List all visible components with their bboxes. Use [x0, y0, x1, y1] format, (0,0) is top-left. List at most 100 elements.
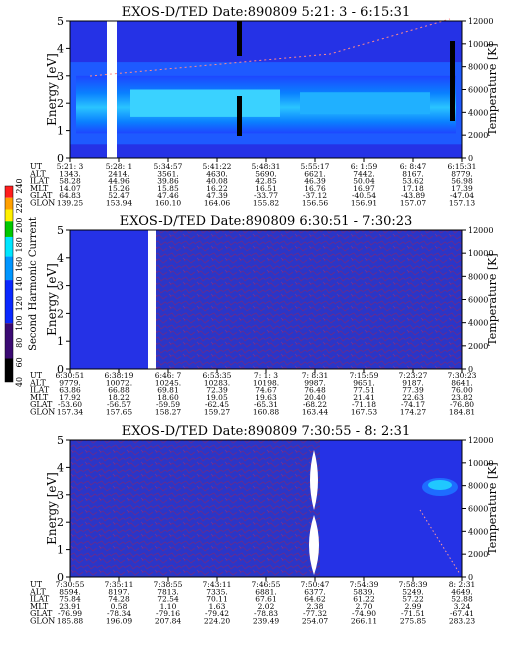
ephemeris-cell: 10198. — [253, 378, 279, 387]
band-core — [130, 89, 280, 117]
ephemeris-cell: -33.77 — [254, 191, 278, 200]
ephemeris-cell: 7:23:27 — [399, 371, 428, 380]
ephemeris-cell: 224.20 — [204, 617, 230, 626]
ephemeris-cell: 185.88 — [57, 617, 83, 626]
energy-tick-label: 5 — [57, 434, 64, 447]
temperature-trace — [419, 509, 461, 575]
colorbar: 40 60 80 100 120 140 160 180 200 220 240 Second Har… — [4, 178, 39, 387]
energy-tick-label: 2 — [57, 307, 64, 320]
ephemeris-cell: 6: 8:47 — [400, 162, 427, 171]
energy-tick-label: 3 — [57, 280, 64, 293]
ephemeris-cell: -76.99 — [58, 609, 82, 618]
temperature-tick-label: 2000 — [468, 550, 488, 559]
data-gap — [107, 21, 117, 158]
ephemeris-cell: 8167. — [402, 169, 423, 178]
energy-tick-label: 1 — [57, 125, 64, 138]
colorbar-segment — [5, 280, 13, 324]
row-label: ALT — [29, 378, 46, 387]
ephemeris-cell: 160.10 — [155, 199, 181, 208]
ephemeris-cell: 64.62 — [304, 595, 326, 604]
temperature-axis-label: Temperature [K] — [486, 253, 499, 345]
panel-title: EXOS-D/TED Date:890809 7:30:55 - 8: 2:31 — [122, 424, 410, 439]
gap-arc-lower — [309, 515, 319, 575]
temperature-tick-label: 4000 — [468, 319, 488, 328]
ephemeris-cell: 66.88 — [108, 386, 130, 395]
ephemeris-cell: 75.84 — [59, 595, 81, 604]
colorbar-segment — [5, 197, 13, 210]
row-label: MLT — [30, 184, 49, 193]
temperature-tick-label: 12000 — [468, 226, 493, 235]
ephemeris-cell: 157.65 — [106, 408, 132, 417]
ephemeris-cell: 7:43:11 — [203, 580, 232, 589]
row-label: ILAT — [30, 595, 50, 604]
temperature-axis-label: Temperature [K] — [486, 462, 499, 554]
temperature-tick-label: 10000 — [468, 249, 493, 258]
ephemeris-cell: -74.90 — [352, 609, 376, 618]
ephemeris-cell: 76.00 — [451, 386, 473, 395]
ephemeris-cell: 7: 1: 3 — [254, 371, 278, 380]
row-label: UT — [30, 162, 43, 171]
row-label: MLT — [30, 393, 49, 402]
energy-tick-label: 4 — [57, 252, 64, 265]
ephemeris-cell: 5839. — [353, 587, 374, 596]
ephemeris-cell: 7335. — [206, 587, 227, 596]
ephemeris-cell: 7:50:47 — [301, 580, 330, 589]
ephemeris-cell: -78.34 — [107, 609, 131, 618]
ephemeris-cell: -77.32 — [303, 609, 327, 618]
temperature-tick-label: 4000 — [468, 108, 488, 117]
ephemeris-cell: 6:15:31 — [448, 162, 477, 171]
energy-tick-label: 2 — [57, 97, 64, 110]
ephemeris-cell: -67.41 — [450, 609, 474, 618]
ephemeris-cell: 16.76 — [304, 184, 326, 193]
ephemeris-cell: 64.83 — [59, 191, 81, 200]
ephemeris-cell: 9987. — [304, 378, 325, 387]
ephemeris-cell: 2.38 — [307, 602, 324, 611]
temperature-tick-label: 6000 — [468, 86, 488, 95]
colorbar-frame — [4, 185, 14, 383]
colorbar-segment — [5, 256, 13, 281]
ephemeris-cell: 52.88 — [451, 595, 473, 604]
row-label: GLON — [30, 199, 55, 208]
ephemeris-cell: -79.16 — [156, 609, 180, 618]
ephemeris-cell: 42.85 — [255, 177, 277, 186]
ephemeris-cell: 10245. — [155, 378, 181, 387]
ephemeris-cell: 7813. — [157, 587, 178, 596]
ephemeris-cell: 10072. — [106, 378, 132, 387]
data-gap — [148, 230, 156, 369]
ephemeris-cell: 5:21: 3 — [57, 162, 84, 171]
panel-1: EXOS-D/TED Date:890809 5:21: 3 - 6:15:31… — [29, 5, 499, 208]
ephemeris-cell: 5:28: 1 — [106, 162, 133, 171]
energy-tick-label: 0 — [57, 152, 64, 165]
band-core-2 — [300, 92, 430, 115]
ephemeris-cell: 159.27 — [204, 408, 230, 417]
ephemeris-cell: 21.41 — [353, 393, 374, 402]
panel-title: EXOS-D/TED Date:890809 6:30:51 - 7:30:23 — [120, 214, 413, 229]
panel-2: EXOS-D/TED Date:890809 6:30:51 - 7:30:23… — [29, 214, 499, 417]
colorbar-tick-label: 220 — [15, 198, 24, 213]
row-label: UT — [30, 580, 43, 589]
ephemeris-cell: 23.82 — [451, 393, 473, 402]
ephemeris-cell: 69.81 — [157, 386, 178, 395]
temperature-tick-label: 8000 — [468, 272, 488, 281]
ephemeris-cell: 10283. — [204, 378, 230, 387]
energy-tick-label: 5 — [57, 15, 64, 28]
ephemeris-cell: 155.82 — [253, 199, 279, 208]
quiet-region — [320, 440, 462, 577]
row-label: GLON — [30, 408, 55, 417]
ephemeris-cell: 77.51 — [353, 386, 374, 395]
ephemeris-cell: -68.22 — [303, 400, 327, 409]
ephemeris-cell: 3.24 — [454, 602, 471, 611]
energy-tick-label: 5 — [57, 224, 64, 237]
ephemeris-cell: -47.04 — [450, 191, 474, 200]
ephemeris-cell: 74.67 — [255, 386, 277, 395]
temperature-tick-label: 10000 — [468, 40, 493, 49]
colorbar-tick-label: 160 — [15, 257, 24, 272]
ephemeris-cell: 50.04 — [353, 177, 375, 186]
ephemeris-cell: 8779. — [451, 169, 472, 178]
ephemeris-cell: -62.45 — [205, 400, 229, 409]
row-label: GLAT — [30, 609, 53, 618]
energy-tick-label: 4 — [57, 461, 64, 474]
ephemeris-cell: 184.81 — [449, 408, 475, 417]
ephemeris-cell: 6881. — [255, 587, 276, 596]
ephemeris-cell: 157.13 — [449, 199, 475, 208]
